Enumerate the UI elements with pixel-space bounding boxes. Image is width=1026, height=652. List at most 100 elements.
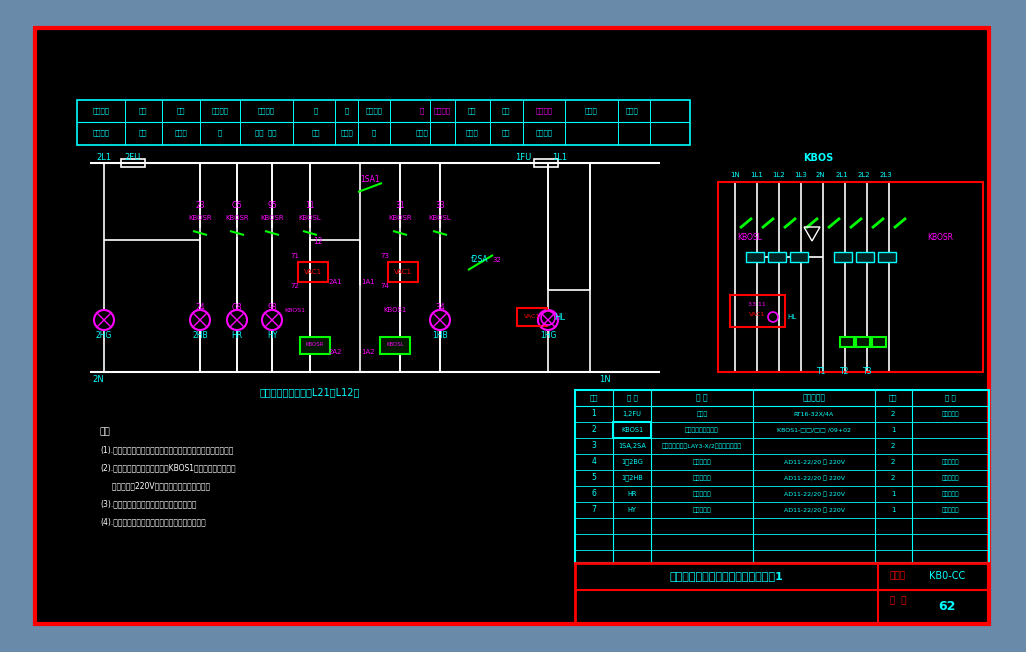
Bar (834, 252, 852, 262)
Text: KBOS1: KBOS1 (384, 307, 406, 313)
Text: 电测: 电测 (468, 108, 476, 114)
Text: 备用电源: 备用电源 (536, 108, 552, 114)
Text: 电测: 电测 (502, 108, 510, 114)
Text: 报警信号: 报警信号 (258, 108, 275, 114)
Text: KBOSL: KBOSL (429, 215, 451, 221)
Text: HR: HR (232, 331, 242, 340)
Text: 2HG: 2HG (95, 331, 112, 340)
Text: KBOS: KBOS (803, 153, 833, 163)
Text: KBOSL: KBOSL (386, 342, 404, 348)
Text: (1).本图适用于双电源自动转换自投自复控制，采用就地控制。: (1).本图适用于双电源自动转换自投自复控制，采用就地控制。 (100, 445, 233, 454)
Text: 1、2BG: 1、2BG (621, 459, 643, 466)
Text: 1HG: 1HG (540, 331, 556, 340)
Text: 33 11: 33 11 (748, 301, 765, 306)
Text: KBOSR: KBOSR (928, 233, 953, 241)
Text: 2: 2 (592, 426, 596, 434)
Text: KBOSR: KBOSR (388, 215, 411, 221)
Text: 73: 73 (381, 253, 390, 259)
Text: 31: 31 (395, 201, 405, 209)
Text: 1FU: 1FU (515, 153, 531, 162)
Circle shape (541, 311, 555, 325)
Text: 2N: 2N (92, 374, 104, 383)
Text: 信号送: 信号送 (174, 130, 188, 136)
Text: 2: 2 (891, 459, 896, 465)
Text: 保护: 保护 (139, 130, 148, 136)
Text: VAC1: VAC1 (304, 269, 322, 275)
Text: RT16-32X/4A: RT16-32X/4A (794, 411, 834, 417)
Text: 保护: 保护 (502, 130, 510, 136)
Text: 蓝色信号灯: 蓝色信号灯 (693, 475, 711, 481)
Text: 带熔断指示: 带熔断指示 (941, 411, 958, 417)
Text: KBOSR: KBOSR (225, 215, 249, 221)
Text: T1: T1 (818, 368, 827, 376)
Text: 电测: 电测 (139, 108, 148, 114)
Text: 手投断: 手投断 (626, 108, 638, 114)
Text: 红色信号灯: 红色信号灯 (693, 491, 711, 497)
Text: 备 注: 备 注 (945, 394, 955, 401)
Text: KBOS1: KBOS1 (284, 308, 306, 312)
Text: 1L2: 1L2 (773, 172, 785, 178)
Text: 3: 3 (592, 441, 596, 451)
Text: 2: 2 (891, 411, 896, 417)
Bar (746, 252, 764, 262)
Text: 7: 7 (592, 505, 596, 514)
Text: 2N: 2N (816, 172, 825, 178)
Text: 序号: 序号 (590, 394, 598, 401)
Text: KBOS1-□□/□□ /09+02: KBOS1-□□/□□ /09+02 (777, 428, 851, 432)
Bar (575, 563, 989, 624)
Text: 32: 32 (492, 257, 502, 263)
Text: HL: HL (554, 312, 565, 321)
Text: 2L1: 2L1 (96, 153, 112, 162)
Text: 74: 74 (381, 283, 390, 289)
Text: 按需要填补: 按需要填补 (941, 475, 958, 481)
Text: VAC1: VAC1 (749, 312, 765, 316)
Text: 必须带左边辅助触头L21或L12。: 必须带左边辅助触头L21或L12。 (260, 387, 360, 397)
Text: 主: 主 (420, 108, 424, 114)
Text: 5: 5 (592, 473, 596, 482)
Text: 1A2: 1A2 (361, 349, 374, 355)
Text: 电测: 电测 (176, 108, 186, 114)
Text: 数量: 数量 (889, 394, 898, 401)
Circle shape (262, 310, 282, 330)
Text: 2FU: 2FU (125, 153, 142, 162)
Text: 1SA,2SA: 1SA,2SA (618, 443, 646, 449)
Text: 单相电源（220V）场合的双电源自动转换。: 单相电源（220V）场合的双电源自动转换。 (100, 481, 210, 490)
Bar (840, 337, 854, 347)
Text: KBOSR: KBOSR (306, 342, 324, 348)
Circle shape (430, 310, 450, 330)
Text: 自投: 自投 (312, 130, 320, 136)
Text: 紫色信号灯: 紫色信号灯 (693, 459, 711, 465)
Text: O5: O5 (232, 201, 242, 209)
Text: KBOS1: KBOS1 (621, 427, 643, 433)
Text: HR: HR (627, 491, 637, 497)
Text: 62: 62 (939, 599, 955, 612)
Circle shape (190, 310, 210, 330)
Text: 11: 11 (306, 201, 315, 209)
Text: AD11-22/20 ～ 220V: AD11-22/20 ～ 220V (784, 459, 844, 465)
Text: 符 号: 符 号 (627, 394, 637, 401)
Text: O8: O8 (232, 303, 242, 312)
Text: 2L2: 2L2 (858, 172, 870, 178)
Text: 图集号: 图集号 (890, 572, 906, 580)
Text: 24: 24 (195, 303, 205, 312)
Bar (613, 422, 652, 438)
Text: KBOSR: KBOSR (261, 215, 284, 221)
Bar (575, 390, 989, 563)
Text: VAC1: VAC1 (394, 269, 412, 275)
Text: 2L3: 2L3 (879, 172, 893, 178)
Text: 行信号: 行信号 (466, 130, 478, 136)
Text: 2A2: 2A2 (328, 349, 342, 355)
Bar (856, 252, 874, 262)
Text: 注：: 注： (100, 428, 111, 436)
Text: 1N: 1N (731, 172, 740, 178)
Circle shape (768, 312, 778, 322)
Text: HL: HL (787, 314, 796, 320)
Text: 双电源自动转换自投自复控制电路图1: 双电源自动转换自投自复控制电路图1 (669, 571, 783, 581)
Circle shape (538, 310, 558, 330)
Text: 2A1: 2A1 (328, 279, 342, 285)
Bar (768, 252, 786, 262)
Bar (731, 295, 785, 327)
Text: HY: HY (267, 331, 277, 340)
Text: 1、2HB: 1、2HB (621, 475, 643, 481)
Text: 双电源自动转换开关: 双电源自动转换开关 (685, 427, 719, 433)
